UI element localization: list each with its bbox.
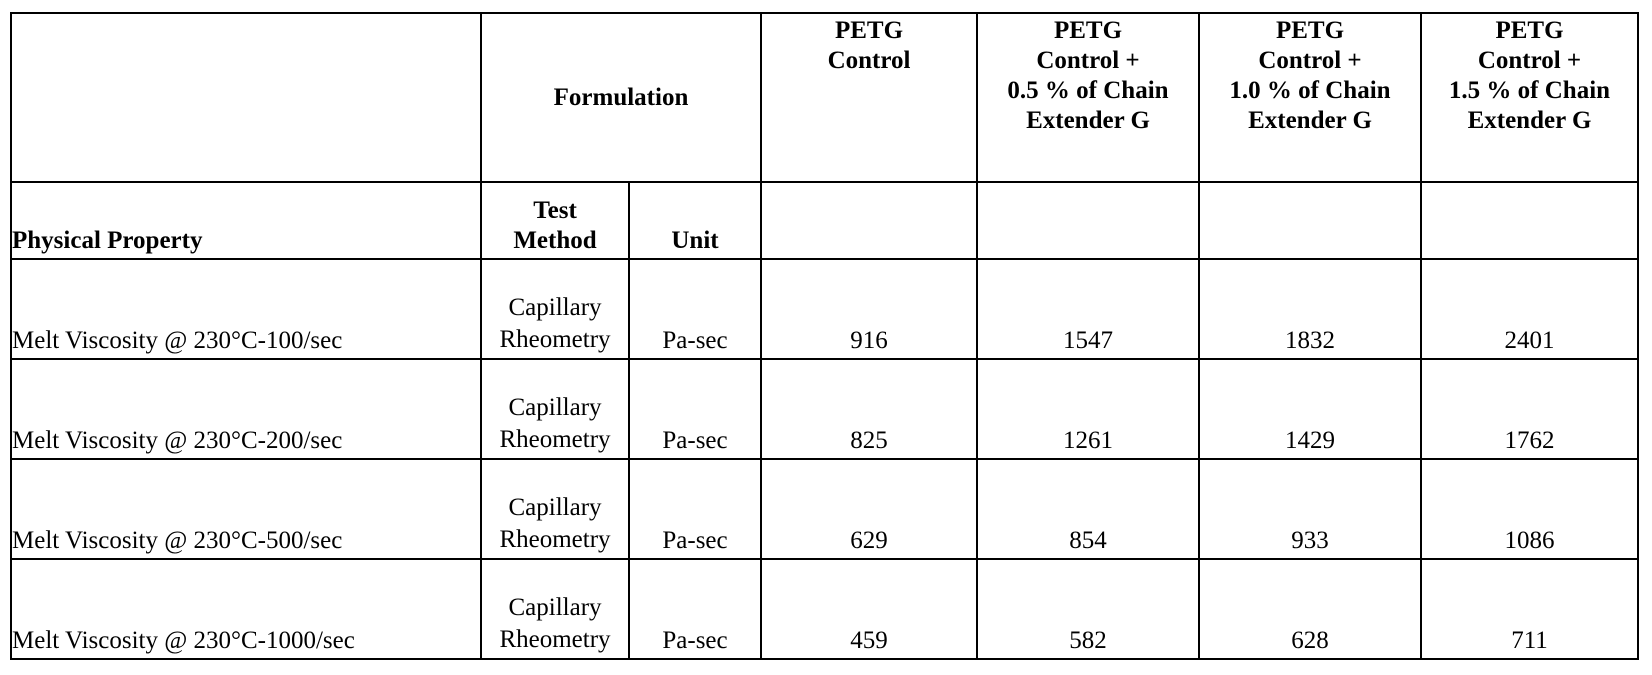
value-cell: 459 [761, 559, 977, 659]
cell-line: Capillary [482, 392, 628, 424]
cell-line: Rheometry [482, 524, 628, 556]
cell-line: Test [486, 196, 624, 226]
cell-line: Extender G [982, 106, 1194, 136]
empty-cell [11, 13, 481, 182]
cell-line: Capillary [482, 292, 628, 324]
property-cell: Melt Viscosity @ 230°C-1000/sec [11, 559, 481, 659]
empty-cell [1199, 182, 1421, 259]
property-cell: Melt Viscosity @ 230°C-100/sec [11, 259, 481, 359]
subheader-row: Physical PropertyTestMethodUnit [11, 182, 1638, 259]
unit-cell: Pa-sec [629, 359, 761, 459]
cell-line: Control + [1426, 46, 1633, 76]
value-cell: 1762 [1421, 359, 1638, 459]
formulation-header: Formulation [481, 13, 761, 182]
data-table: FormulationPETGControlPETGControl +0.5 %… [10, 12, 1639, 660]
value-cell: 854 [977, 459, 1199, 559]
value-cell: 1832 [1199, 259, 1421, 359]
value-cell: 1547 [977, 259, 1199, 359]
value-cell: 1429 [1199, 359, 1421, 459]
cell-line: PETG [766, 16, 972, 46]
cell-line: 1.0 % of Chain [1204, 76, 1416, 106]
property-cell: Melt Viscosity @ 230°C-200/sec [11, 359, 481, 459]
value-cell: 711 [1421, 559, 1638, 659]
table-body: FormulationPETGControlPETGControl +0.5 %… [11, 13, 1638, 659]
column-header: PETGControl +0.5 % of ChainExtender G [977, 13, 1199, 182]
test-method-cell: CapillaryRheometry [481, 359, 629, 459]
value-cell: 629 [761, 459, 977, 559]
value-cell: 1261 [977, 359, 1199, 459]
cell-line: Control [766, 46, 972, 76]
empty-cell [761, 182, 977, 259]
property-cell: Melt Viscosity @ 230°C-500/sec [11, 459, 481, 559]
cell-line: Extender G [1426, 106, 1633, 136]
data-row: Melt Viscosity @ 230°C-100/secCapillaryR… [11, 259, 1638, 359]
data-row: Melt Viscosity @ 230°C-200/secCapillaryR… [11, 359, 1638, 459]
cell-line: Capillary [482, 592, 628, 624]
column-header: PETGControl +1.5 % of ChainExtender G [1421, 13, 1638, 182]
unit-cell: Pa-sec [629, 559, 761, 659]
cell-line: Extender G [1204, 106, 1416, 136]
column-header: PETGControl [761, 13, 977, 182]
cell-line: 0.5 % of Chain [982, 76, 1194, 106]
unit-cell: Pa-sec [629, 459, 761, 559]
column-header: PETGControl +1.0 % of ChainExtender G [1199, 13, 1421, 182]
cell-line: Control + [982, 46, 1194, 76]
test-method-cell: CapillaryRheometry [481, 559, 629, 659]
value-cell: 825 [761, 359, 977, 459]
cell-line: Method [486, 226, 624, 256]
cell-line: Control + [1204, 46, 1416, 76]
cell-line: PETG [1426, 16, 1633, 46]
empty-cell [977, 182, 1199, 259]
value-cell: 582 [977, 559, 1199, 659]
value-cell: 916 [761, 259, 977, 359]
value-cell: 2401 [1421, 259, 1638, 359]
value-cell: 628 [1199, 559, 1421, 659]
cell-line: Rheometry [482, 624, 628, 656]
cell-line: PETG [982, 16, 1194, 46]
empty-cell [1421, 182, 1638, 259]
test-method-cell: CapillaryRheometry [481, 459, 629, 559]
cell-line: 1.5 % of Chain [1426, 76, 1633, 106]
cell-line: Rheometry [482, 324, 628, 356]
cell-line: PETG [1204, 16, 1416, 46]
test-method-header: TestMethod [481, 182, 629, 259]
unit-cell: Pa-sec [629, 259, 761, 359]
property-header: Physical Property [11, 182, 481, 259]
test-method-cell: CapillaryRheometry [481, 259, 629, 359]
unit-header: Unit [629, 182, 761, 259]
value-cell: 933 [1199, 459, 1421, 559]
cell-line: Capillary [482, 492, 628, 524]
header-row: FormulationPETGControlPETGControl +0.5 %… [11, 13, 1638, 182]
cell-line: Rheometry [482, 424, 628, 456]
data-row: Melt Viscosity @ 230°C-500/secCapillaryR… [11, 459, 1638, 559]
data-row: Melt Viscosity @ 230°C-1000/secCapillary… [11, 559, 1638, 659]
value-cell: 1086 [1421, 459, 1638, 559]
